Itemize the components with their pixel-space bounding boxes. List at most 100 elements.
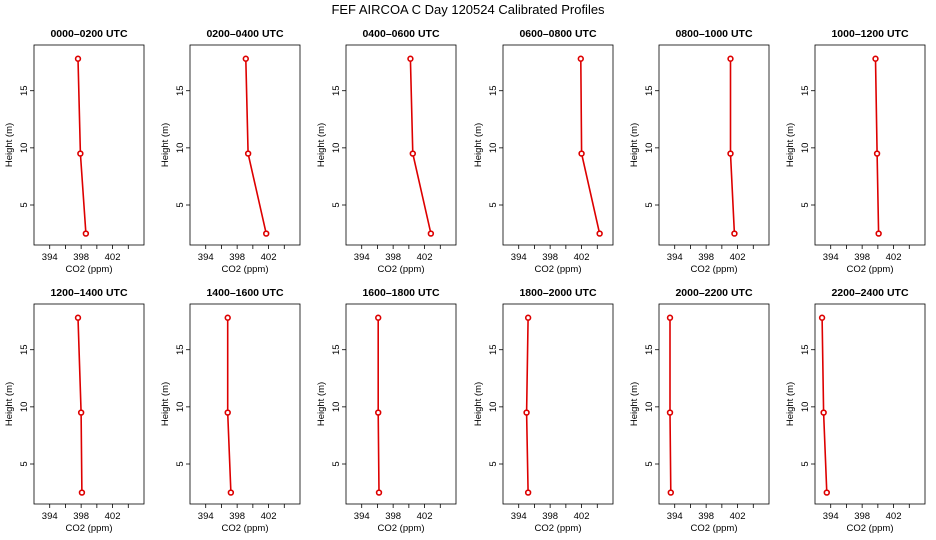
profile-line [874,58,880,234]
x-tick-label: 402 [574,511,590,522]
plot-frame [345,303,457,505]
y-tick-label: 5 [19,202,30,207]
profile-point [227,489,235,496]
x-axis-label: CO2 (ppm) [847,523,894,534]
y-tick-label: 10 [331,402,342,413]
y-tick-label: 5 [800,202,811,207]
x-tick-label: 394 [354,511,370,522]
x-tick-label: 394 [511,252,527,263]
profile-point [78,489,86,496]
y-tick-label: 5 [644,461,655,466]
x-axis-label: CO2 (ppm) [222,264,269,275]
y-tick-label: 5 [488,461,499,466]
y-axis-label: Height (m) [473,382,484,426]
x-tick-label: 394 [823,252,839,263]
panel-title: 1800–2000 UTC [519,287,596,299]
profile-point [524,314,532,321]
x-tick-label: 402 [574,252,590,263]
profile-point [77,409,85,416]
profile-point [242,55,249,62]
profile-point [577,55,584,62]
profile-point [375,409,382,416]
profile-line [409,58,432,234]
profile-point [74,314,82,321]
y-tick-label: 5 [175,202,186,207]
x-axis-label: CO2 (ppm) [535,523,582,534]
panel-title: 1600–1800 UTC [362,287,439,299]
y-axis-label: Height (m) [160,382,171,426]
y-tick-label: 15 [800,85,811,96]
x-tick-label: 402 [105,252,121,263]
x-axis-label: CO2 (ppm) [847,264,894,275]
x-tick-label: 398 [854,511,870,522]
profile-point [818,314,826,321]
y-tick-label: 15 [644,344,655,355]
y-axis-label: Height (m) [316,382,327,426]
x-tick-label: 402 [417,511,433,522]
panel-title: 0000–0200 UTC [50,28,127,40]
profile-point [427,230,435,237]
x-tick-label: 394 [198,252,214,263]
plot-frame [189,303,301,505]
y-axis-label: Height (m) [473,123,484,167]
y-tick-label: 5 [19,461,30,466]
x-axis-label: CO2 (ppm) [378,523,425,534]
panel-title: 1200–1400 UTC [50,287,127,299]
x-tick-label: 398 [385,511,401,522]
x-tick-label: 402 [105,511,121,522]
profile-point [82,230,90,237]
plot-frame [502,44,614,246]
profile-point [263,230,270,237]
x-tick-label: 394 [354,252,370,263]
y-tick-label: 10 [488,402,499,413]
profile-point [224,409,231,416]
x-tick-label: 402 [730,511,746,522]
profile-line [580,58,601,234]
x-tick-label: 394 [42,511,58,522]
y-axis-label: Height (m) [4,123,15,167]
y-tick-label: 10 [644,143,655,154]
x-tick-label: 402 [886,511,902,522]
profile-point [875,230,882,237]
x-tick-label: 394 [198,511,214,522]
y-tick-label: 15 [331,85,342,96]
x-axis-label: CO2 (ppm) [535,264,582,275]
y-tick-label: 10 [800,143,811,154]
profile-line [525,317,529,493]
x-tick-label: 402 [730,252,746,263]
profile-line [377,317,380,493]
y-tick-label: 5 [331,202,342,207]
figure-title: FEF AIRCOA C Day 120524 Calibrated Profi… [331,2,605,17]
x-tick-label: 398 [73,511,89,522]
profile-line [245,58,267,234]
y-tick-label: 15 [488,344,499,355]
panel-title: 2200–2400 UTC [831,287,908,299]
y-tick-label: 5 [175,461,186,466]
y-axis-label: Height (m) [785,123,796,167]
profile-line [669,317,672,493]
profile-point [872,55,879,62]
profile-point [727,55,734,62]
y-axis-label: Height (m) [629,382,640,426]
x-axis-label: CO2 (ppm) [691,523,738,534]
x-axis-label: CO2 (ppm) [66,523,113,534]
y-tick-label: 5 [488,202,499,207]
y-tick-label: 10 [800,402,811,413]
profile-point [731,230,738,237]
x-tick-label: 402 [886,252,902,263]
y-tick-label: 5 [644,202,655,207]
x-tick-label: 398 [229,511,245,522]
plot-frame [814,44,926,246]
profile-point [596,230,603,237]
x-tick-label: 402 [417,252,433,263]
panel-title: 1400–1600 UTC [206,287,283,299]
plot-frame [33,303,145,505]
x-tick-label: 398 [229,252,245,263]
x-tick-label: 394 [667,252,683,263]
plot-frame [189,44,301,246]
y-axis-label: Height (m) [4,382,15,426]
